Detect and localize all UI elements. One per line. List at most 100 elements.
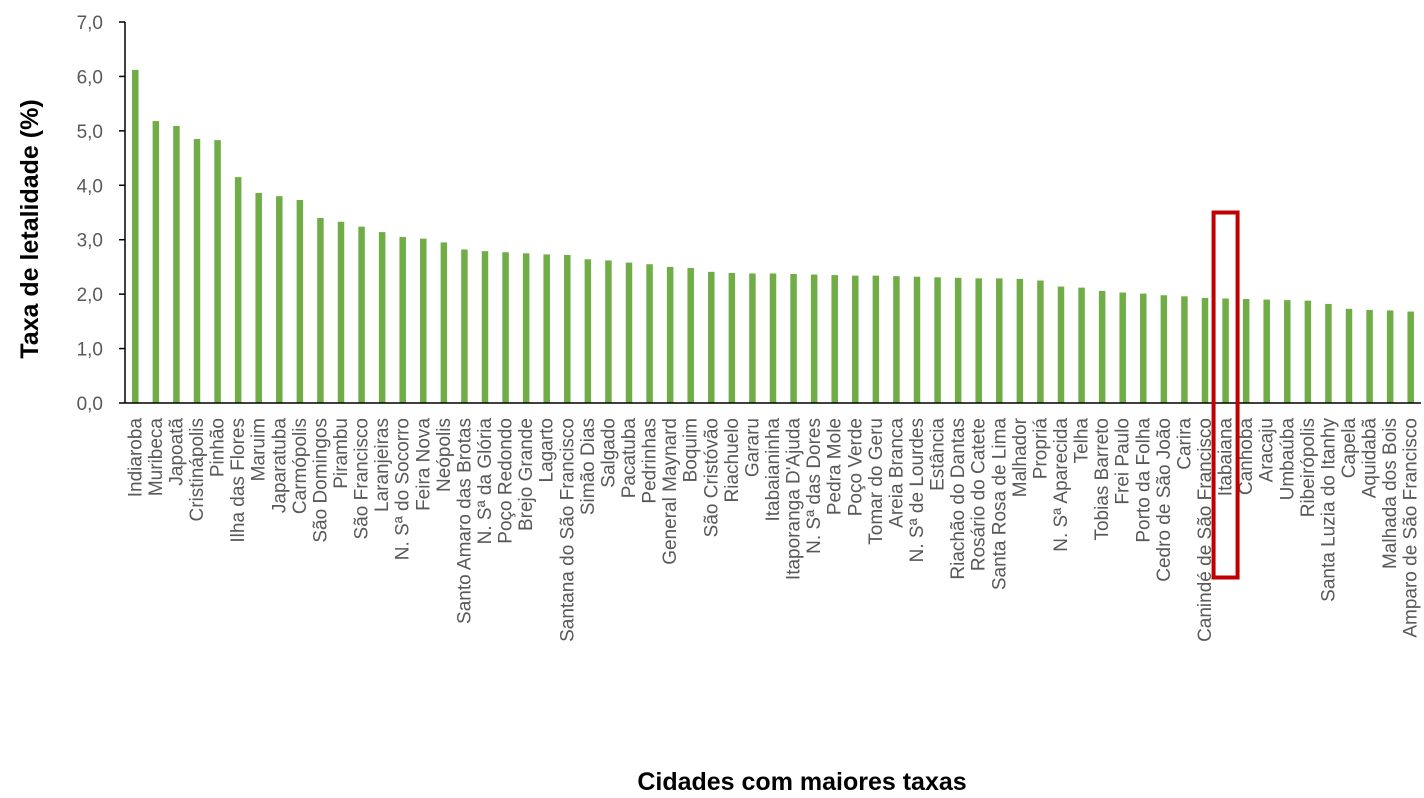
- highlight-box-itabaiana: [1211, 210, 1240, 580]
- x-category-label: Riachão do Dantas: [948, 418, 969, 580]
- x-category-label: N. Sª das Dores: [804, 418, 825, 554]
- x-category-label: Itabaianinha: [763, 418, 784, 522]
- x-category-label: Poço Redondo: [496, 418, 517, 544]
- x-category-label: Pirambu: [331, 418, 352, 489]
- bar: [1386, 310, 1394, 403]
- bar: [1078, 287, 1085, 403]
- y-tick-label: 7,0: [77, 13, 103, 34]
- x-category-label: Cedro de São João: [1154, 418, 1175, 582]
- bar: [1016, 278, 1024, 403]
- x-category-label: Muribeca: [146, 418, 167, 497]
- x-category-label: Pedra Mole: [825, 418, 846, 515]
- x-category-label: Carmópolis: [290, 418, 311, 514]
- x-category-label: Itaporanga D'Ajuda: [784, 418, 805, 581]
- x-axis-category-labels: Indiaroba Muribeca Japoatã Cristinápolis Pin…: [125, 417, 1421, 642]
- bar: [728, 272, 736, 403]
- x-category-label: Gararu: [742, 418, 763, 477]
- x-category-label: Propriá: [1030, 418, 1051, 480]
- bar: [1160, 295, 1168, 403]
- x-category-label: Japoatã: [166, 418, 187, 486]
- bar: [358, 226, 365, 403]
- x-category-label: Ribeirópolis: [1298, 418, 1319, 517]
- bar: [173, 125, 180, 404]
- x-category-label: Malhador: [1010, 417, 1031, 497]
- x-category-label: Pacatuba: [619, 418, 640, 499]
- bar: [1284, 300, 1291, 403]
- x-category-label: Santa Rosa de Lima: [989, 418, 1010, 591]
- x-category-label: Maruim: [249, 418, 270, 481]
- bar: [296, 199, 304, 403]
- x-category-label: Santo Amaro das Brotas: [454, 418, 475, 624]
- x-category-label: N. Sª da Glória: [475, 418, 496, 545]
- bar: [852, 275, 859, 403]
- y-tick-label: 6,0: [77, 67, 103, 88]
- bar: [337, 221, 345, 403]
- bar: [1345, 308, 1353, 403]
- bar: [996, 278, 1003, 403]
- x-category-label: São Francisco: [352, 418, 373, 539]
- bar: [1140, 293, 1147, 403]
- bar: [934, 277, 941, 403]
- bar: [769, 273, 777, 403]
- x-category-label: Frei Paulo: [1113, 418, 1134, 505]
- bar: [646, 264, 653, 403]
- x-category-label: Umbaúba: [1277, 418, 1298, 501]
- bar: [625, 262, 633, 403]
- bar: [975, 278, 982, 403]
- x-category-label: Neópolis: [434, 418, 455, 492]
- bar: [893, 276, 900, 403]
- bar: [543, 254, 550, 403]
- bar: [954, 277, 962, 403]
- bar: [1242, 299, 1250, 403]
- bar: [522, 253, 530, 403]
- bar: [810, 274, 818, 403]
- bar: [1181, 296, 1188, 403]
- x-category-label: Boquim: [681, 418, 702, 482]
- y-tick-label: 5,0: [77, 122, 103, 143]
- x-category-label: Telha: [1072, 418, 1093, 464]
- bar: [255, 192, 262, 403]
- x-category-label: São Cristóvão: [701, 418, 722, 537]
- x-category-label: Salgado: [598, 418, 619, 488]
- bar: [378, 232, 386, 403]
- bar: [152, 121, 160, 403]
- x-category-label: Areia Branca: [886, 418, 907, 528]
- x-category-label: Feira Nova: [413, 418, 434, 511]
- x-category-label: Santana do São Francisco: [557, 418, 578, 642]
- x-category-label: Canindé de São Francisco: [1195, 418, 1216, 642]
- bar: [1119, 292, 1126, 403]
- y-tick-label: 4,0: [77, 176, 103, 197]
- bar: [399, 236, 406, 403]
- y-axis-ticks: 0,0 1,0 2,0 3,0 4,0 5,0 6,0 7,0: [77, 13, 125, 415]
- bar: [1098, 290, 1106, 403]
- y-tick-label: 1,0: [77, 340, 103, 361]
- bar: [317, 217, 324, 403]
- x-category-label: Pinhão: [208, 418, 229, 477]
- bar: [708, 271, 715, 403]
- x-category-label: Pedrinhas: [640, 418, 661, 504]
- x-category-label: N. Sª de Lourdes: [907, 418, 928, 562]
- bar: [502, 252, 509, 403]
- x-category-label: Riachuelo: [722, 418, 743, 503]
- x-category-label: Laranjeiras: [372, 418, 393, 512]
- bar: [1407, 311, 1414, 403]
- x-category-label: Indiaroba: [125, 418, 146, 498]
- x-category-label: São Domingos: [310, 418, 331, 543]
- x-category-label: Cristinápolis: [187, 418, 208, 521]
- bar: [1222, 298, 1229, 403]
- x-category-label: Lagarto: [537, 418, 558, 482]
- x-category-label: N. Sª do Socorro: [393, 418, 414, 560]
- x-category-label: Estância: [928, 418, 949, 491]
- x-axis-title: Cidades com maiores taxas: [637, 768, 966, 796]
- bar: [605, 260, 612, 403]
- x-category-label: Capela: [1339, 418, 1360, 479]
- bar: [193, 139, 201, 403]
- x-category-label: General Maynard: [660, 418, 681, 565]
- bar: [276, 196, 283, 403]
- y-tick-label: 0,0: [77, 394, 103, 415]
- bar: [214, 140, 221, 404]
- bar: [420, 238, 427, 403]
- bar: [440, 242, 448, 403]
- x-category-label: Aracaju: [1257, 418, 1278, 482]
- x-category-label: Tobias Barreto: [1092, 418, 1113, 541]
